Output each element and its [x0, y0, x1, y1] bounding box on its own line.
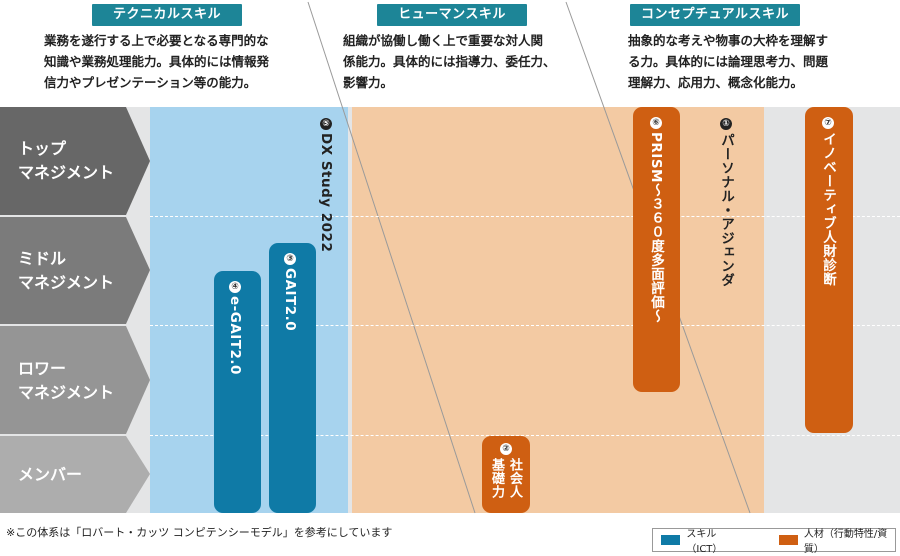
row-label-line: メンバー — [18, 464, 83, 484]
category-desc-technical: 業務を遂行する上で必要となる専門的な 知識や業務処理能力。具体的には情報発 信力… — [44, 30, 269, 93]
program-e-gait: ④ e-GAIT2.0 — [214, 271, 261, 513]
desc-line: 業務を遂行する上で必要となる専門的な — [44, 33, 269, 48]
program-number: ⑦ — [822, 117, 834, 129]
row-chevrons — [0, 107, 150, 513]
legend-label-skill: スキル（ICT） — [686, 529, 723, 555]
row-label-line: トップ — [18, 139, 67, 158]
program-basic-skills: ② 社会人 基礎力 — [482, 436, 530, 513]
row-label-top: トップ マネジメント — [0, 107, 150, 215]
program-label-line: 社会人 — [507, 458, 522, 499]
row-label-member: メンバー — [0, 436, 150, 513]
footnote: ※この体系は「ロバート・カッツ コンピテンシーモデル」を参考にしています — [6, 526, 393, 539]
row-label-line: マネジメント — [18, 273, 115, 292]
program-dx-study: ⑤ DX Study 2022 — [318, 118, 334, 252]
desc-line: る力。具体的には論理思考力、問題 — [628, 54, 829, 69]
category-tag-human: ヒューマンスキル — [377, 4, 527, 26]
category-tag-conceptual: コンセプチュアルスキル — [630, 4, 800, 26]
row-label-lower: ロワー マネジメント — [0, 326, 150, 436]
row-label-middle: ミドル マネジメント — [0, 217, 150, 325]
divider-line-technical-human — [307, 1, 476, 514]
desc-line: 係能力。具体的には指導力、委任力、 — [343, 54, 556, 69]
program-number: ② — [500, 443, 512, 455]
program-number: ③ — [284, 253, 296, 265]
program-gait: ③ GAIT2.0 — [269, 243, 316, 513]
desc-line: 抽象的な考えや物事の大枠を理解す — [628, 33, 829, 48]
chevron-top — [0, 107, 150, 215]
program-label: PRISM〜３６０度多面評価〜 — [648, 132, 664, 323]
legend-swatch-human — [778, 535, 798, 545]
program-number: ④ — [229, 281, 241, 293]
row-label-line: マネジメント — [18, 163, 115, 182]
program-label: イノベーティブ人財診断 — [820, 132, 836, 286]
desc-line: 知識や業務処理能力。具体的には情報発 — [44, 54, 270, 69]
chevron-member — [0, 436, 150, 513]
program-innovative: ⑦ イノベーティブ人財診断 — [805, 107, 853, 433]
row-separator — [150, 435, 900, 436]
legend: スキル（ICT） 人材（行動特性/資質） — [652, 528, 896, 555]
program-label: GAIT2.0 — [282, 268, 298, 332]
row-separator — [150, 216, 900, 217]
legend-swatch-skill — [661, 535, 681, 545]
category-desc-conceptual: 抽象的な考えや物事の大枠を理解す る力。具体的には論理思考力、問題 理解力、応用… — [628, 30, 828, 93]
row-label-line: ロワー — [18, 359, 67, 378]
program-label: DX Study 2022 — [318, 133, 334, 253]
row-label-line: マネジメント — [18, 383, 115, 402]
desc-line: 理解力、応用力、概念化能力。 — [628, 75, 804, 90]
program-personal-agenda: ① パーソナル・アジェンダ — [716, 118, 736, 287]
program-label: パーソナル・アジェンダ — [718, 133, 734, 287]
program-number: ⑤ — [320, 118, 332, 130]
category-desc-human: 組織が協働し働く上で重要な対人関 係能力。具体的には指導力、委任力、 影響力。 — [343, 30, 556, 93]
desc-line: 影響力。 — [343, 75, 394, 90]
category-tag-technical: テクニカルスキル — [92, 4, 242, 26]
legend-label-human: 人材（行動特性/資質） — [803, 529, 888, 555]
desc-line: 組織が協働し働く上で重要な対人関 — [343, 33, 544, 48]
row-separator — [150, 325, 900, 326]
chevron-middle — [0, 217, 150, 324]
human-skill-zone — [352, 107, 764, 513]
program-label: e-GAIT2.0 — [227, 296, 243, 375]
program-number: ① — [720, 118, 732, 130]
program-prism: ⑥ PRISM〜３６０度多面評価〜 — [633, 107, 680, 392]
program-number: ⑥ — [650, 117, 662, 129]
chevron-lower — [0, 326, 150, 434]
program-label-line: 基礎力 — [489, 458, 504, 499]
row-label-line: ミドル — [18, 249, 67, 268]
desc-line: 信力やプレゼンテーション等の能力。 — [44, 75, 257, 90]
